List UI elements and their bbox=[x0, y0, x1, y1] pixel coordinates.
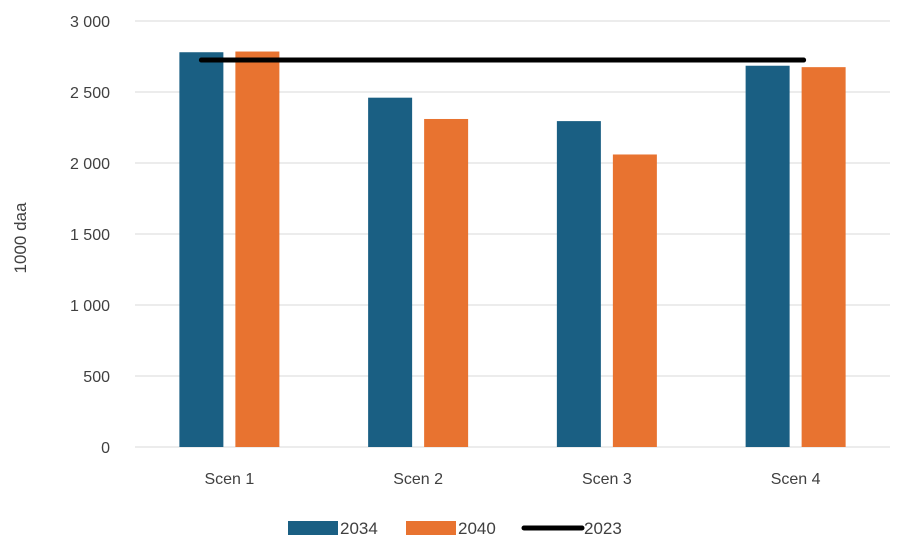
legend-item-2023: 2023 bbox=[521, 519, 622, 538]
y-tick-label: 1 500 bbox=[70, 227, 110, 244]
bar-2040-scen-4 bbox=[801, 67, 846, 448]
bar-2034-scen-3 bbox=[556, 121, 601, 448]
y-tick-label: 1 000 bbox=[70, 298, 110, 315]
bar-2040-scen-3 bbox=[612, 154, 657, 448]
y-axis-ticks: 0 500 1 000 1 500 2 000 2 500 3 000 bbox=[70, 14, 110, 457]
bar-2034-scen-4 bbox=[745, 65, 790, 447]
y-tick-label: 0 bbox=[101, 440, 110, 457]
legend-item-2034: 2034 bbox=[288, 519, 378, 538]
bars bbox=[179, 51, 846, 448]
x-axis-ticks: Scen 1 Scen 2 Scen 3 Scen 4 bbox=[204, 471, 820, 488]
y-tick-label: 3 000 bbox=[70, 14, 110, 31]
legend-swatch bbox=[288, 521, 338, 535]
bar-2034-scen-1 bbox=[179, 52, 224, 448]
x-tick-label: Scen 1 bbox=[204, 471, 254, 488]
legend-swatch bbox=[406, 521, 456, 535]
legend-item-2040: 2040 bbox=[406, 519, 496, 538]
y-tick-label: 2 500 bbox=[70, 85, 110, 102]
x-tick-label: Scen 4 bbox=[771, 471, 821, 488]
y-tick-label: 2 000 bbox=[70, 156, 110, 173]
x-tick-label: Scen 2 bbox=[393, 471, 443, 488]
bar-2040-scen-1 bbox=[235, 51, 280, 447]
y-tick-label: 500 bbox=[83, 369, 110, 386]
bar-2034-scen-2 bbox=[368, 97, 413, 448]
legend-label: 2023 bbox=[584, 519, 622, 538]
legend: 2034 2040 2023 bbox=[288, 519, 622, 538]
x-tick-label: Scen 3 bbox=[582, 471, 632, 488]
legend-label: 2040 bbox=[458, 519, 496, 538]
legend-label: 2034 bbox=[340, 519, 378, 538]
bar-2040-scen-2 bbox=[424, 118, 469, 447]
y-axis-title: 1000 daa bbox=[11, 202, 30, 273]
